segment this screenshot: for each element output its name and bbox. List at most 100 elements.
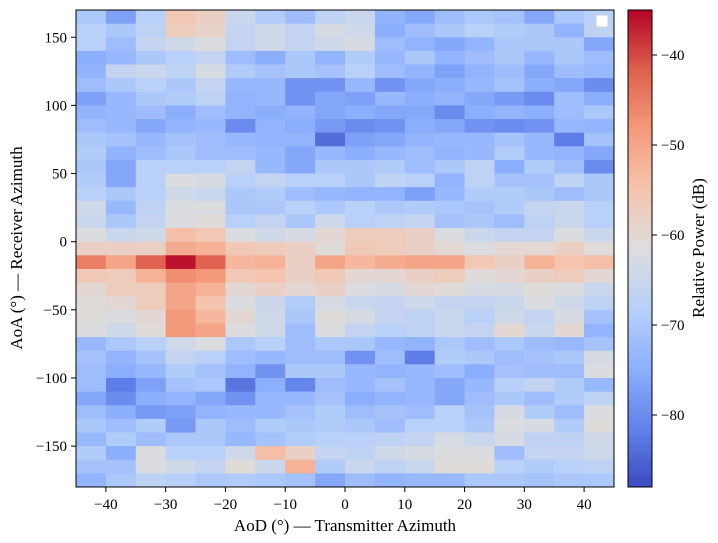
heatmap-cell — [434, 255, 466, 270]
heatmap-cell — [195, 91, 227, 106]
colorbar-tick-label: −80 — [661, 408, 684, 424]
heatmap-cell — [225, 91, 256, 106]
heatmap-cell — [524, 214, 555, 229]
heatmap-cell — [374, 364, 406, 379]
heatmap-cell — [76, 91, 107, 106]
heatmap-cell — [225, 309, 256, 325]
heatmap-cell — [464, 459, 496, 474]
heatmap-cell — [494, 391, 525, 406]
heatmap-cell — [584, 418, 614, 434]
heatmap-cell — [285, 173, 316, 188]
heatmap-cell — [165, 391, 197, 406]
heatmap-cell — [345, 473, 376, 487]
heatmap-cell — [345, 432, 376, 447]
heatmap-cell — [76, 350, 107, 365]
heatmap-cell — [524, 187, 555, 202]
heatmap-cell — [434, 391, 466, 406]
heatmap-cell — [225, 50, 256, 66]
heatmap-cell — [374, 377, 406, 393]
heatmap-cell — [554, 187, 585, 202]
heatmap-cell — [464, 105, 496, 120]
heatmap-cell — [374, 418, 406, 434]
heatmap-cell — [554, 337, 585, 352]
heatmap-cell — [225, 23, 256, 38]
heatmap-cell — [584, 50, 614, 66]
heatmap-cell — [165, 418, 197, 434]
y-tick-label: 0 — [60, 235, 68, 251]
heatmap-cell — [554, 418, 585, 434]
heatmap-cell — [285, 10, 316, 25]
heatmap-cell — [315, 268, 346, 284]
heatmap-cell — [554, 200, 585, 216]
heatmap-cell — [76, 173, 107, 188]
heatmap-cell — [285, 255, 316, 270]
heatmap-cell — [434, 364, 466, 379]
heatmap-cell — [494, 377, 525, 393]
heatmap-cell — [464, 282, 496, 297]
heatmap-cell — [464, 323, 496, 338]
heatmap-cell — [225, 446, 256, 461]
heatmap-cell — [434, 105, 466, 120]
heatmap-cell — [315, 391, 346, 406]
heatmap-cell — [434, 64, 466, 79]
heatmap-cell — [554, 119, 585, 134]
heatmap-cell — [225, 159, 256, 175]
heatmap-cell — [374, 91, 406, 106]
heatmap-cell — [255, 10, 286, 25]
heatmap-cell — [255, 23, 286, 38]
heatmap-cell — [374, 78, 406, 93]
heatmap-cell — [554, 364, 585, 379]
heatmap-cell — [135, 255, 167, 270]
heatmap-cell — [404, 282, 436, 297]
heatmap-cell — [464, 405, 496, 420]
heatmap-cell — [404, 405, 436, 420]
heatmap-cell — [494, 105, 525, 120]
heatmap-cell — [315, 432, 346, 447]
heatmap-cell — [195, 50, 227, 66]
heatmap-cell — [434, 241, 466, 256]
heatmap-cell — [345, 146, 376, 161]
heatmap-cell — [345, 459, 376, 474]
x-tick-label: −10 — [273, 497, 296, 513]
heatmap-cell — [494, 119, 525, 134]
heatmap-cell — [135, 418, 167, 434]
heatmap-cell — [76, 337, 107, 352]
heatmap-cell — [434, 10, 466, 25]
heatmap-cell — [464, 159, 496, 175]
heatmap-cell — [255, 214, 286, 229]
heatmap-cell — [255, 282, 286, 297]
heatmap-cell — [345, 23, 376, 38]
heatmap-cell — [105, 255, 137, 270]
heatmap-cell — [524, 268, 555, 284]
heatmap-cell — [434, 350, 466, 365]
heatmap-cell — [404, 268, 436, 284]
heatmap-cell — [135, 391, 167, 406]
heatmap-cell — [494, 282, 525, 297]
heatmap-cell — [464, 187, 496, 202]
heatmap-cell — [285, 200, 316, 216]
heatmap-cell — [225, 282, 256, 297]
heatmap-cell — [225, 228, 256, 243]
x-tick-label: 20 — [457, 497, 472, 513]
heatmap-cell — [76, 37, 107, 52]
heatmap-cell — [105, 418, 137, 434]
heatmap-cell — [195, 200, 227, 216]
heatmap-cell — [345, 309, 376, 325]
heatmap-cell — [135, 459, 167, 474]
heatmap-cell — [554, 91, 585, 106]
heatmap-cell — [135, 119, 167, 134]
heatmap-cell — [374, 10, 406, 25]
heatmap-cell — [76, 105, 107, 120]
heatmap-cell — [255, 173, 286, 188]
heatmap-cell — [285, 323, 316, 338]
heatmap-cell — [315, 337, 346, 352]
heatmap-cell — [225, 10, 256, 25]
heatmap-cell — [584, 364, 614, 379]
heatmap-cell — [195, 37, 227, 52]
heatmap-cell — [315, 282, 346, 297]
heatmap-cell — [464, 146, 496, 161]
heatmap-cell — [285, 268, 316, 284]
heatmap-cell — [165, 187, 197, 202]
heatmap-cell — [494, 405, 525, 420]
heatmap-cell — [494, 473, 525, 487]
